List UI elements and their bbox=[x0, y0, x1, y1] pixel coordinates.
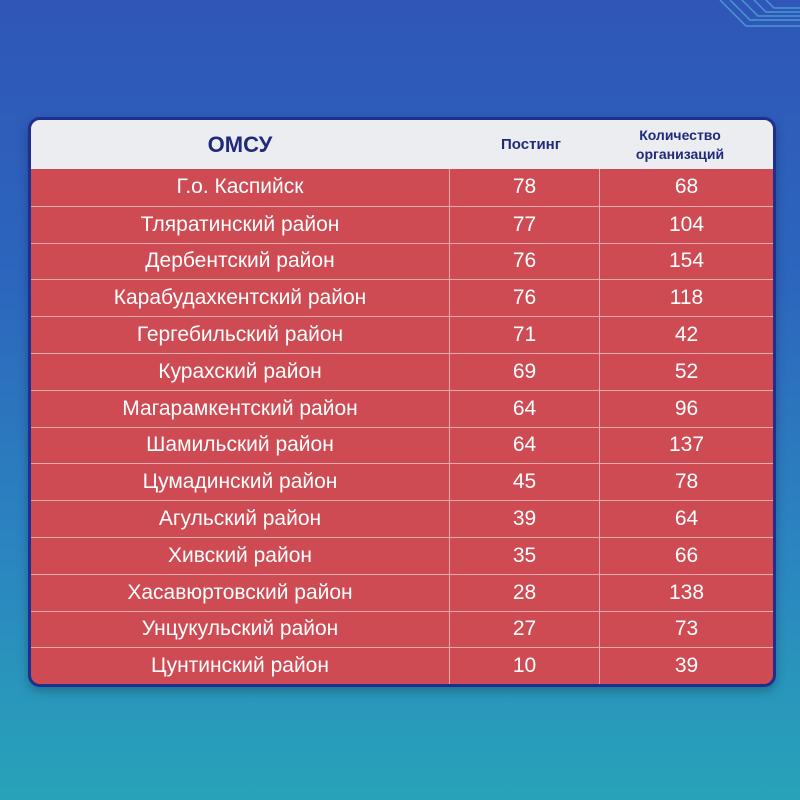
omsu-table: ОМСУ Постинг Количество организаций Г.о.… bbox=[28, 117, 776, 687]
row-name: Шамильский район bbox=[146, 433, 334, 457]
row-name: Унцукульский район bbox=[141, 617, 339, 641]
row-organizations: 78 bbox=[599, 464, 773, 501]
row-name: Дербентский район bbox=[145, 249, 335, 273]
row-organizations: 68 bbox=[599, 169, 773, 206]
row-organizations: 52 bbox=[599, 353, 773, 390]
header-organizations: Количество организаций bbox=[599, 120, 773, 169]
row-name: Гергебильский район bbox=[136, 323, 344, 347]
row-posting: 64 bbox=[449, 390, 599, 427]
row-posting: 69 bbox=[449, 353, 599, 390]
row-posting: 39 bbox=[449, 501, 599, 537]
row-name: Хасавюртовский район bbox=[127, 580, 353, 604]
row-posting: 78 bbox=[449, 169, 599, 206]
row-posting: 76 bbox=[449, 243, 599, 280]
table-row: Унцукульский район 27 73 bbox=[31, 610, 773, 648]
row-posting: 77 bbox=[449, 206, 599, 243]
row-posting: 64 bbox=[449, 427, 599, 464]
row-organizations: 64 bbox=[599, 501, 773, 537]
row-posting: 45 bbox=[449, 464, 599, 501]
row-organizations: 39 bbox=[599, 648, 773, 684]
row-name: Тляратинский район bbox=[140, 212, 340, 236]
row-name: Магарамкентский район bbox=[122, 396, 358, 420]
table-header: ОМСУ Постинг Количество организаций bbox=[31, 120, 773, 169]
row-organizations: 96 bbox=[599, 390, 773, 427]
header-organizations-line2: организаций bbox=[635, 145, 725, 162]
row-posting: 71 bbox=[449, 317, 599, 353]
row-organizations: 118 bbox=[599, 280, 773, 317]
row-name: Хивский район bbox=[167, 543, 312, 567]
row-name: Г.о. Каспийск bbox=[176, 175, 304, 199]
table-row: Шамильский район 64 137 bbox=[31, 426, 773, 464]
row-name: Цунтинский район bbox=[151, 654, 329, 678]
table-row: Дербентский район 76 154 bbox=[31, 242, 773, 280]
row-posting: 76 bbox=[449, 280, 599, 317]
row-organizations: 154 bbox=[599, 243, 773, 280]
row-name: Карабудахкентский район bbox=[113, 286, 367, 310]
row-posting: 27 bbox=[449, 611, 599, 648]
row-posting: 28 bbox=[449, 574, 599, 611]
table-body: Г.о. Каспийск 78 68 Тляратинский район 77 10… bbox=[31, 169, 773, 684]
row-organizations: 73 bbox=[599, 611, 773, 648]
row-organizations: 138 bbox=[599, 574, 773, 611]
table-row: Цумадинский район 45 78 bbox=[31, 463, 773, 501]
row-posting: 35 bbox=[449, 537, 599, 574]
header-organizations-line1: Количество bbox=[639, 126, 721, 143]
table-row: Курахский район 69 52 bbox=[31, 352, 773, 390]
table-row: Хасавюртовский район 28 138 bbox=[31, 573, 773, 611]
row-name: Курахский район bbox=[158, 359, 322, 383]
table-row: Магарамкентский район 64 96 bbox=[31, 389, 773, 427]
table-row: Гергебильский район 71 42 bbox=[31, 316, 773, 353]
row-name: Цумадинский район bbox=[142, 470, 338, 494]
table-row: Г.о. Каспийск 78 68 bbox=[31, 169, 773, 206]
row-organizations: 137 bbox=[599, 427, 773, 464]
table-row: Цунтинский район 10 39 bbox=[31, 647, 773, 684]
header-omsu: ОМСУ bbox=[207, 131, 273, 157]
table-row: Агульский район 39 64 bbox=[31, 500, 773, 537]
row-organizations: 104 bbox=[599, 206, 773, 243]
corner-line-decoration bbox=[719, 0, 800, 27]
row-name: Агульский район bbox=[158, 507, 322, 531]
header-posting: Постинг bbox=[501, 136, 561, 153]
row-organizations: 66 bbox=[599, 537, 773, 574]
table-row: Тляратинский район 77 104 bbox=[31, 205, 773, 243]
row-organizations: 42 bbox=[599, 317, 773, 353]
row-posting: 10 bbox=[449, 648, 599, 684]
table-row: Хивский район 35 66 bbox=[31, 536, 773, 574]
table-row: Карабудахкентский район 76 118 bbox=[31, 279, 773, 317]
